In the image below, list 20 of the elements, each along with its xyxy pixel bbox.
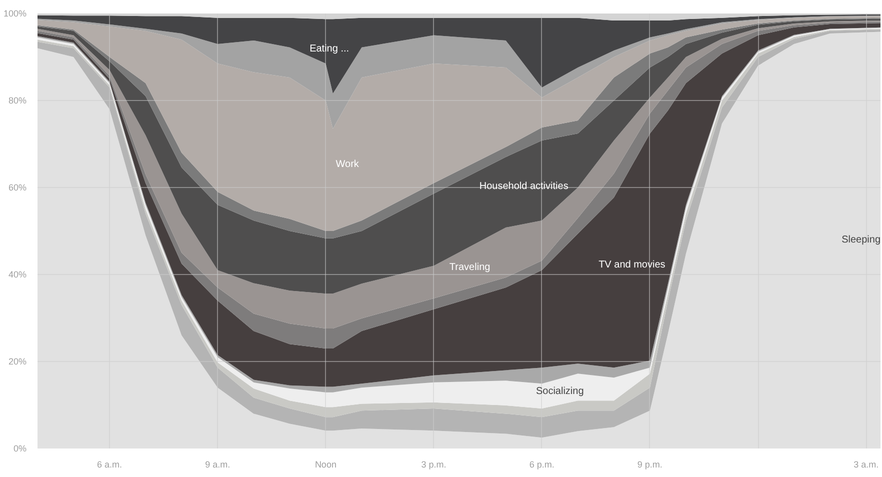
x-tick-label: Noon	[314, 460, 336, 470]
y-tick-label: 60%	[8, 182, 26, 192]
y-tick-label: 80%	[8, 96, 26, 106]
series-label: Eating ...	[310, 43, 350, 54]
series-label: Traveling	[449, 262, 490, 273]
x-tick-label: 9 p.m.	[637, 460, 662, 470]
series-label: Sleeping	[842, 234, 880, 246]
x-tick-label: 6 p.m.	[529, 460, 554, 470]
series-label: Household activities	[479, 180, 568, 192]
y-tick-label: 0%	[13, 444, 27, 454]
y-tick-label: 20%	[8, 356, 26, 366]
series-label: Socializing	[536, 386, 584, 398]
series-label: Work	[336, 158, 360, 170]
x-tick-label: 3 p.m.	[421, 460, 446, 470]
y-tick-label: 100%	[3, 8, 27, 18]
series-label: TV and movies	[598, 259, 666, 270]
x-tick-label: 3 a.m.	[854, 460, 879, 470]
y-tick-label: 40%	[8, 270, 26, 280]
x-tick-label: 9 a.m.	[205, 460, 230, 470]
x-tick-label: 6 a.m.	[97, 460, 122, 470]
